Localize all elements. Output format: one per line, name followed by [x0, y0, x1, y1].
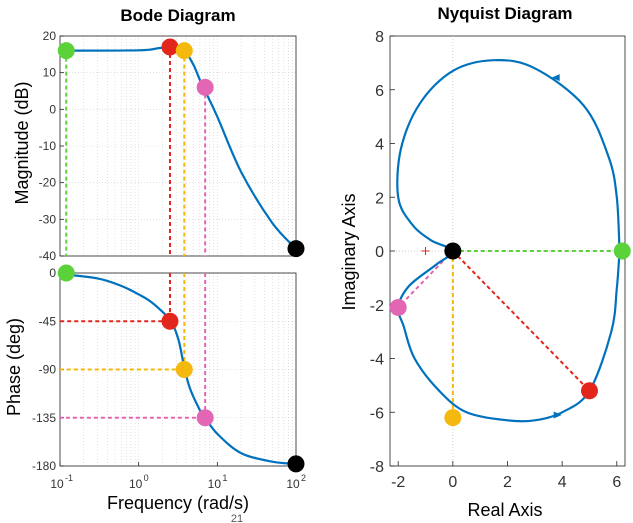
- x-tick-label: 4: [558, 474, 567, 491]
- marker-red: [161, 312, 179, 330]
- y-tick-label: -4: [370, 352, 384, 369]
- nyquist-panel: 8 6 4 2 0 -2 -4 -6 -8 -2 0 2 4 6: [370, 29, 631, 491]
- guide-line-pink: [397, 250, 454, 309]
- y-tick-label: -90: [39, 363, 57, 377]
- y-tick-label: 0: [49, 266, 56, 280]
- marker-red: [161, 38, 179, 56]
- y-tick-label: -20: [39, 176, 57, 190]
- marker-pink: [389, 298, 407, 316]
- direction-arrow: [551, 74, 560, 82]
- bode-xlabel: Frequency (rad/s): [107, 493, 249, 513]
- x-tick-exponent: 2: [301, 473, 306, 483]
- marker-yellow: [444, 409, 462, 427]
- magnitude-curve: [59, 45, 297, 250]
- x-tick-exponent: -1: [65, 473, 73, 483]
- marker-pink: [196, 78, 214, 96]
- y-tick-label: -180: [32, 459, 56, 473]
- x-tick-label: 0: [448, 474, 457, 491]
- y-tick-label: 0: [49, 102, 56, 116]
- y-tick-label: 0: [375, 244, 384, 261]
- magnitude-panel: 20 10 0 -10 -20 -30 -40: [39, 29, 305, 263]
- y-tick-label: -40: [39, 249, 57, 263]
- y-tick-label: -6: [370, 405, 384, 422]
- direction-arrow: [553, 411, 562, 419]
- x-tick-label: 10: [208, 477, 222, 491]
- marker-red: [580, 382, 598, 400]
- x-tick-exponent: 0: [144, 473, 149, 483]
- magnitude-ylabel: Magnitude (dB): [12, 81, 32, 204]
- guide-line-red: [452, 250, 591, 392]
- x-tick-label: -2: [391, 474, 405, 491]
- marker-black: [444, 242, 462, 260]
- x-tick-label: 10: [50, 477, 64, 491]
- y-tick-label: -2: [370, 298, 384, 315]
- y-tick-label: -8: [370, 459, 384, 476]
- nyquist-ylabel: Imaginary Axis: [339, 193, 359, 310]
- marker-green: [57, 42, 75, 60]
- y-tick-label: 2: [375, 190, 384, 207]
- marker-yellow: [175, 361, 193, 378]
- marker-black: [287, 455, 305, 473]
- marker-black: [287, 240, 305, 258]
- marker-yellow: [175, 42, 193, 60]
- y-tick-label: -10: [39, 139, 57, 153]
- nyquist-xlabel: Real Axis: [467, 500, 542, 520]
- nyquist-curve: [396, 58, 621, 423]
- y-tick-label: 10: [43, 66, 57, 80]
- marker-green: [613, 242, 631, 260]
- bode-title: Bode Diagram: [120, 6, 235, 25]
- x-tick-label: 2: [503, 474, 512, 491]
- y-tick-label: 20: [43, 29, 57, 43]
- page-number: 21: [231, 513, 243, 523]
- phase-ylabel: Phase (deg): [4, 318, 24, 416]
- x-tick-label: 10: [129, 477, 143, 491]
- y-tick-label: 8: [375, 29, 384, 46]
- critical-point-marker: [421, 247, 430, 255]
- guide-line-pink: [60, 273, 207, 419]
- y-tick-label: -135: [32, 411, 56, 425]
- y-tick-label: 4: [375, 137, 384, 154]
- marker-pink: [196, 409, 214, 427]
- x-tick-label: 10: [286, 477, 300, 491]
- x-tick-label: 6: [612, 474, 621, 491]
- x-tick-exponent: 1: [222, 473, 227, 483]
- nyquist-title: Nyquist Diagram: [437, 4, 572, 23]
- guide-line-red: [60, 273, 171, 323]
- y-tick-label: -45: [39, 314, 57, 328]
- marker-green: [57, 264, 75, 282]
- y-tick-label: 6: [375, 83, 384, 100]
- y-tick-label: -30: [39, 212, 57, 226]
